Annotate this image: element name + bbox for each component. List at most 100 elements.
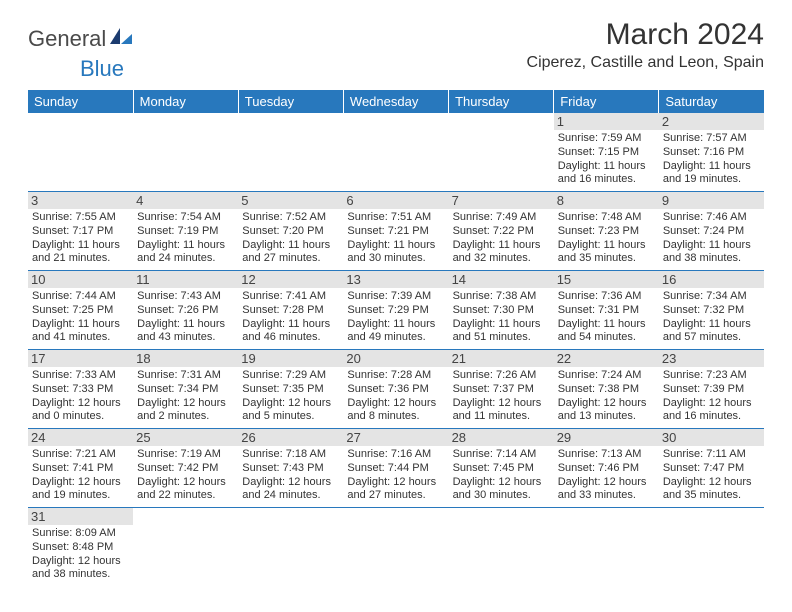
day-cell: 9 Sunrise: 7:46 AMSunset: 7:24 PMDaylight… [659,192,764,271]
day-cell: 2Sunrise: 7:57 AMSunset: 7:16 PMDaylight… [659,113,764,192]
detail-line: Daylight: 12 hours [663,397,760,411]
detail-line: Sunset: 7:39 PM [663,383,760,397]
day-details: Sunrise: 7:29 AMSunset: 7:35 PMDaylight:… [242,369,339,424]
detail-line: Sunrise: 7:46 AM [663,211,760,225]
day-cell: 28Sunrise: 7:14 AMSunset: 7:45 PMDayligh… [449,429,554,508]
week-row: 31Sunrise: 8:09 AMSunset: 8:48 PMDayligh… [28,508,764,587]
detail-line: Daylight: 11 hours [242,318,339,332]
week-row: 17Sunrise: 7:33 AMSunset: 7:33 PMDayligh… [28,350,764,429]
day-number: 23 [659,350,764,367]
day-cell: 29Sunrise: 7:13 AMSunset: 7:46 PMDayligh… [554,429,659,508]
day-cell: 14Sunrise: 7:38 AMSunset: 7:30 PMDayligh… [449,271,554,350]
day-number: 6 [343,192,448,209]
detail-line: and 38 minutes. [663,252,760,266]
detail-line: Daylight: 11 hours [663,160,760,174]
detail-line: Sunset: 8:48 PM [32,541,129,555]
detail-line: and 51 minutes. [453,331,550,345]
day-cell: 15Sunrise: 7:36 AMSunset: 7:31 PMDayligh… [554,271,659,350]
day-number: 4 [133,192,238,209]
day-cell: 10Sunrise: 7:44 AMSunset: 7:25 PMDayligh… [28,271,133,350]
detail-line: Daylight: 11 hours [453,239,550,253]
day-header: Saturday [659,90,764,113]
day-cell: 11Sunrise: 7:43 AMSunset: 7:26 PMDayligh… [133,271,238,350]
detail-line: Sunset: 7:15 PM [558,146,655,160]
detail-line: Sunrise: 7:21 AM [32,448,129,462]
day-cell [238,508,343,587]
day-cell: 7Sunrise: 7:49 AMSunset: 7:22 PMDaylight… [449,192,554,271]
detail-line: Sunset: 7:34 PM [137,383,234,397]
detail-line: and 21 minutes. [32,252,129,266]
detail-line: Sunset: 7:44 PM [347,462,444,476]
day-number: 20 [343,350,448,367]
detail-line: Sunset: 7:20 PM [242,225,339,239]
day-number: 16 [659,271,764,288]
detail-line: Sunrise: 7:49 AM [453,211,550,225]
day-cell: 27Sunrise: 7:16 AMSunset: 7:44 PMDayligh… [343,429,448,508]
detail-line: Sunset: 7:46 PM [558,462,655,476]
detail-line: and 22 minutes. [137,489,234,503]
detail-line: Daylight: 11 hours [137,239,234,253]
day-number: 11 [133,271,238,288]
day-cell: 3Sunrise: 7:55 AMSunset: 7:17 PMDaylight… [28,192,133,271]
day-number: 10 [28,271,133,288]
day-cell: 5Sunrise: 7:52 AMSunset: 7:20 PMDaylight… [238,192,343,271]
day-cell: 23Sunrise: 7:23 AMSunset: 7:39 PMDayligh… [659,350,764,429]
detail-line: Daylight: 11 hours [347,318,444,332]
detail-line: Sunrise: 7:34 AM [663,290,760,304]
day-details: Sunrise: 7:26 AMSunset: 7:37 PMDaylight:… [453,369,550,424]
logo: General [28,18,136,52]
detail-line: Daylight: 12 hours [347,476,444,490]
detail-line: Daylight: 11 hours [663,239,760,253]
detail-line: Sunset: 7:43 PM [242,462,339,476]
detail-line: Sunrise: 7:44 AM [32,290,129,304]
calendar-body: 1Sunrise: 7:59 AMSunset: 7:15 PMDaylight… [28,113,764,586]
detail-line: Sunrise: 7:43 AM [137,290,234,304]
detail-line: Daylight: 12 hours [453,397,550,411]
title-block: March 2024 Ciperez, Castille and Leon, S… [527,18,764,78]
detail-line: Daylight: 12 hours [32,476,129,490]
day-cell: 31Sunrise: 8:09 AMSunset: 8:48 PMDayligh… [28,508,133,587]
detail-line: and 16 minutes. [558,173,655,187]
day-cell [343,508,448,587]
detail-line: Daylight: 11 hours [558,318,655,332]
detail-line: Sunrise: 7:26 AM [453,369,550,383]
detail-line: Sunset: 7:33 PM [32,383,129,397]
day-number: 15 [554,271,659,288]
detail-line: and 19 minutes. [32,489,129,503]
detail-line: and 16 minutes. [663,410,760,424]
logo-text-general: General [28,26,106,52]
day-number: 26 [238,429,343,446]
day-cell [238,113,343,192]
detail-line: and 46 minutes. [242,331,339,345]
detail-line: Daylight: 12 hours [663,476,760,490]
detail-line: Sunrise: 7:28 AM [347,369,444,383]
day-details: Sunrise: 7:46 AMSunset: 7:24 PMDaylight:… [663,211,760,266]
day-details: Sunrise: 7:24 AMSunset: 7:38 PMDaylight:… [558,369,655,424]
day-cell [449,113,554,192]
detail-line: and 5 minutes. [242,410,339,424]
detail-line: and 30 minutes. [453,489,550,503]
day-number: 5 [238,192,343,209]
day-cell: 12Sunrise: 7:41 AMSunset: 7:28 PMDayligh… [238,271,343,350]
detail-line: Sunrise: 7:14 AM [453,448,550,462]
day-cell: 22Sunrise: 7:24 AMSunset: 7:38 PMDayligh… [554,350,659,429]
day-header: Monday [133,90,238,113]
day-details: Sunrise: 7:19 AMSunset: 7:42 PMDaylight:… [137,448,234,503]
day-cell: 16Sunrise: 7:34 AMSunset: 7:32 PMDayligh… [659,271,764,350]
day-cell: 8Sunrise: 7:48 AMSunset: 7:23 PMDaylight… [554,192,659,271]
detail-line: Sunrise: 7:38 AM [453,290,550,304]
day-cell [659,508,764,587]
detail-line: Sunrise: 7:41 AM [242,290,339,304]
day-number: 19 [238,350,343,367]
detail-line: Sunset: 7:26 PM [137,304,234,318]
day-number: 2 [659,113,764,130]
day-cell: 18Sunrise: 7:31 AMSunset: 7:34 PMDayligh… [133,350,238,429]
day-details: Sunrise: 7:21 AMSunset: 7:41 PMDaylight:… [32,448,129,503]
day-cell: 6Sunrise: 7:51 AMSunset: 7:21 PMDaylight… [343,192,448,271]
detail-line: Daylight: 12 hours [347,397,444,411]
day-details: Sunrise: 7:38 AMSunset: 7:30 PMDaylight:… [453,290,550,345]
day-header: Wednesday [343,90,448,113]
day-number: 8 [554,192,659,209]
day-number: 9 [659,192,764,209]
day-cell: 4Sunrise: 7:54 AMSunset: 7:19 PMDaylight… [133,192,238,271]
